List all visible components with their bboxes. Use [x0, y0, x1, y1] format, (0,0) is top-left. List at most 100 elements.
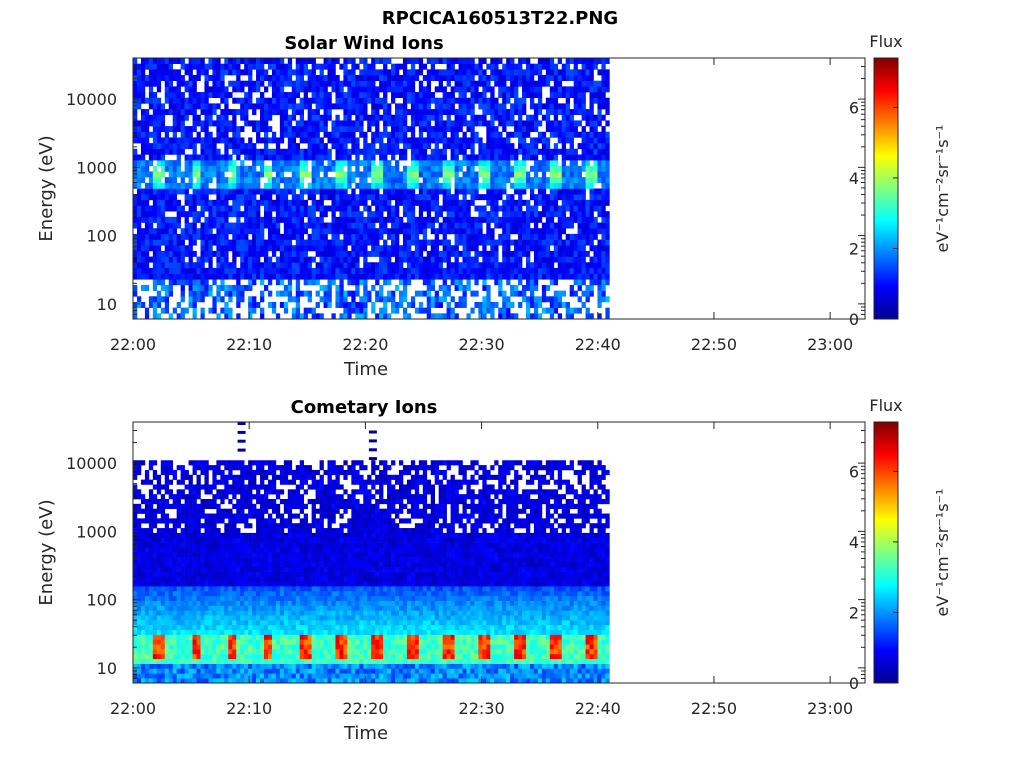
- spectrogram-cell: [379, 165, 384, 172]
- spectrogram-cell: [287, 143, 293, 150]
- spectrogram-cell: [553, 256, 559, 263]
- spectrogram-cell: [299, 239, 304, 246]
- spectrogram-cell: [260, 233, 265, 240]
- spectrogram-cell: [601, 148, 606, 155]
- spectrogram-cell: [494, 188, 499, 195]
- spectrogram-cell: [529, 267, 535, 274]
- spectrogram-cell: [164, 547, 170, 553]
- spectrogram-cell: [537, 273, 543, 280]
- spectrogram-cell: [196, 273, 201, 280]
- spectrogram-cell: [133, 211, 138, 218]
- spectrogram-cell: [585, 211, 590, 218]
- spectrogram-cell: [470, 137, 475, 144]
- spectrogram-cell: [533, 177, 539, 184]
- spectrogram-cell: [395, 284, 400, 291]
- spectrogram-cell: [220, 154, 225, 161]
- spectrogram-cell: [573, 80, 578, 87]
- spectrogram-cell: [347, 103, 352, 110]
- spectrogram-cell: [252, 250, 257, 257]
- spectrogram-cell: [271, 199, 277, 206]
- spectrogram-cell: [271, 137, 277, 144]
- spectrogram-cell: [430, 216, 436, 223]
- spectrogram-cell: [462, 284, 467, 291]
- spectrogram-cell: [478, 273, 483, 280]
- spectrogram-cell: [220, 245, 225, 252]
- spectrogram-cell: [136, 576, 142, 582]
- spectrogram-cell: [224, 222, 229, 229]
- spectrogram-cell: [593, 228, 598, 235]
- spectrogram-cell: [522, 250, 527, 257]
- spectrogram-cell: [363, 239, 368, 246]
- spectrogram-cell: [168, 503, 173, 509]
- spectrogram-cell: [256, 239, 261, 246]
- spectrogram-cell: [402, 154, 408, 161]
- spectrogram-cell: [585, 296, 590, 303]
- spectrogram-cell: [541, 177, 547, 184]
- spectrogram-cell: [593, 233, 598, 240]
- spectrogram-cell: [510, 313, 515, 320]
- spectrogram-cell: [208, 307, 213, 314]
- spectrogram-cell: [256, 233, 261, 240]
- spectrogram-cell: [315, 205, 320, 212]
- spectrogram-cell: [144, 165, 150, 172]
- spectrogram-cell: [406, 211, 412, 218]
- spectrogram-cell: [295, 222, 301, 229]
- spectrogram-cell: [148, 503, 154, 509]
- spectrogram-cell: [136, 177, 142, 184]
- spectrogram-cell: [363, 69, 368, 76]
- spectrogram-cell: [152, 279, 158, 286]
- spectrogram-cell: [569, 267, 574, 274]
- spectrogram-cell: [279, 177, 285, 184]
- spectrogram-cell: [200, 307, 205, 314]
- spectrogram-cell: [601, 211, 606, 218]
- spectrogram-cell: [490, 262, 495, 269]
- spectrogram-cell: [236, 211, 241, 218]
- spectrogram-cell: [224, 182, 229, 189]
- spectrogram-cell: [577, 58, 582, 64]
- spectrogram-cell: [256, 301, 261, 308]
- spectrogram-cell: [307, 137, 312, 144]
- spectrogram-cell: [510, 262, 515, 269]
- spectrogram-cell: [430, 228, 436, 235]
- spectrogram-cell: [339, 296, 344, 303]
- spectrogram-cell: [383, 279, 388, 286]
- spectrogram-cell: [434, 313, 439, 320]
- spectrogram-cell: [573, 109, 578, 116]
- spectrogram-cell: [379, 114, 384, 121]
- spectrogram-cell: [156, 591, 162, 597]
- spectrogram-cell: [502, 182, 507, 189]
- spectrogram-cell: [192, 199, 197, 206]
- spectrogram-cell: [506, 109, 511, 116]
- spectrogram-cell: [311, 160, 316, 167]
- spectrogram-cell: [518, 97, 523, 104]
- spectrogram-cell: [164, 649, 170, 655]
- spectrogram-cell: [490, 211, 495, 218]
- spectrogram-cell: [144, 267, 150, 274]
- spectrogram-cell: [347, 194, 352, 201]
- spectrogram-cell: [359, 148, 364, 155]
- spectrogram-cell: [450, 313, 455, 320]
- spectrogram-cell: [236, 165, 241, 172]
- spectrogram-cell: [494, 69, 499, 76]
- spectrogram-cell: [180, 250, 185, 257]
- spectrogram-cell: [148, 566, 154, 572]
- spectrogram-cell: [244, 256, 249, 263]
- spectrogram-cell: [549, 75, 555, 81]
- spectrogram-cell: [406, 273, 412, 280]
- spectrogram-cell: [545, 182, 551, 189]
- spectrogram-cell: [359, 194, 364, 201]
- spectrogram-cell: [168, 313, 173, 320]
- spectrogram-cell: [541, 296, 547, 303]
- spectrogram-cell: [224, 205, 229, 212]
- spectrogram-cell: [307, 97, 312, 104]
- spectrogram-cell: [184, 245, 189, 252]
- spectrogram-cell: [144, 644, 150, 650]
- spectrogram-cell: [363, 256, 368, 263]
- spectrogram-cell: [430, 75, 436, 81]
- spectrogram-cell: [204, 97, 209, 104]
- spectrogram-cell: [478, 137, 483, 144]
- spectrogram-cell: [482, 177, 487, 184]
- spectrogram-cell: [283, 211, 289, 218]
- spectrogram-cell: [545, 80, 551, 87]
- spectrogram-cell: [462, 63, 467, 70]
